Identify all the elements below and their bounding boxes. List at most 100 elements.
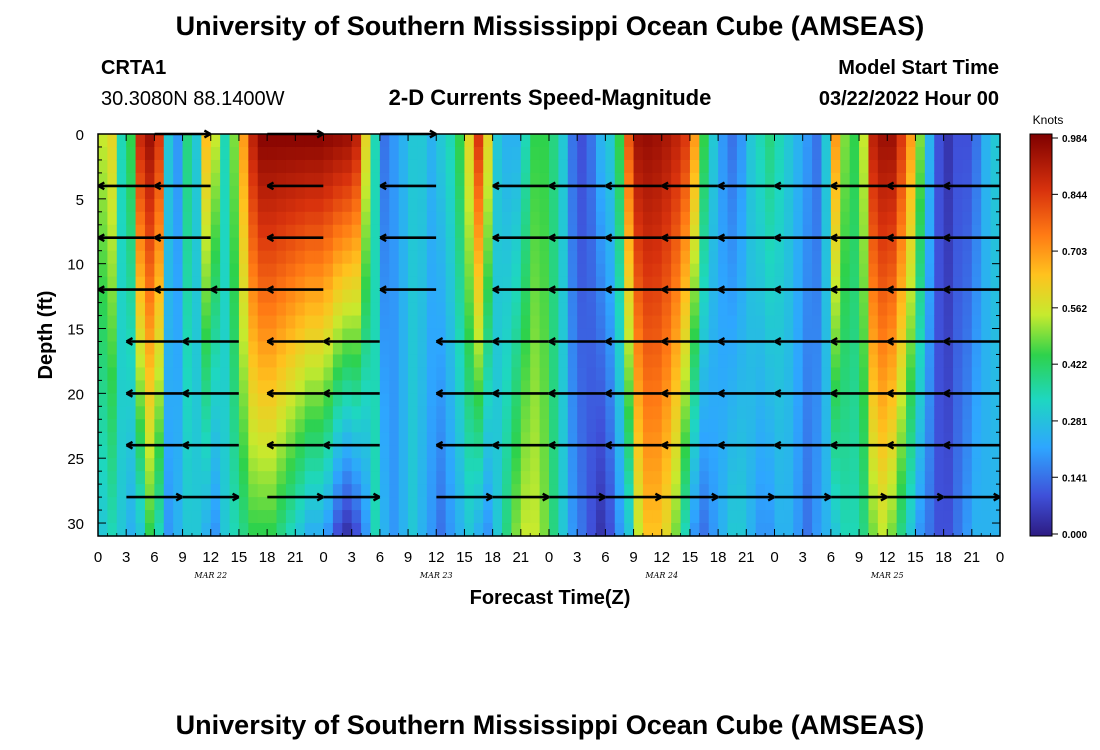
heat-cell [210,445,221,459]
heat-cell [191,328,202,343]
vector-head [548,233,556,243]
heat-cell [98,523,108,537]
heat-cell [530,302,541,317]
heat-cell [727,289,738,304]
heat-cell [642,159,653,174]
heat-cell [727,302,738,317]
heat-cell [502,380,513,394]
heat-cell [877,380,888,394]
heat-cell [464,146,475,161]
heat-cell [736,315,747,330]
heat-cell [379,419,390,433]
heat-cell [990,172,1001,187]
heat-cell [182,289,193,304]
heat-cell [220,134,231,148]
heat-cell [887,341,898,356]
heat-cell [107,510,118,524]
heat-cell [746,224,757,239]
heat-cell [191,380,202,394]
heat-cell [971,315,982,330]
heat-cell [605,134,616,148]
heat-cell [558,432,569,446]
heat-cell [154,393,165,407]
heat-cell [539,224,550,239]
heat-cell [285,198,296,213]
vector-head [605,337,613,346]
heat-cell [859,134,870,148]
heat-cell [464,523,475,537]
heat-cell [624,510,635,524]
heat-cell [981,289,992,304]
heat-cell [755,224,766,239]
heat-cell [210,328,221,343]
x-tick-label: 21 [287,549,304,566]
heat-cell [370,393,381,407]
heat-cell [257,276,268,291]
heat-cell [426,393,437,407]
heat-cell [238,523,249,537]
heat-cell [624,458,635,472]
heat-cell [746,328,757,343]
heat-cell [981,146,992,161]
heat-cell [699,146,710,161]
heat-cell [107,406,118,420]
heat-cell [379,497,390,511]
heat-cell [699,263,710,278]
heat-cell [210,510,221,524]
heat-cell [821,510,832,524]
heat-cell [379,432,390,446]
heat-cell [953,341,964,356]
heat-cell [351,198,362,213]
heat-cell [426,276,437,291]
heat-cell [398,172,409,187]
heat-cell [492,134,503,148]
vector-head [542,492,550,502]
heat-cell [182,250,193,265]
heat-cell [144,159,155,174]
heat-cell [238,497,249,511]
heat-cell [285,237,296,252]
heat-cell [144,250,155,265]
current-vector [661,337,718,346]
heat-cell [840,523,851,537]
heat-cell [520,146,531,161]
heat-cell [436,159,447,174]
heat-cell [924,172,935,187]
heat-cell [398,380,409,394]
heat-cell [502,523,513,537]
heat-cell [906,198,917,213]
heat-cell [793,458,804,472]
heat-cell [849,159,860,174]
heat-cell [323,289,334,304]
x-tick-label: 18 [259,549,276,566]
vector-head [492,337,500,346]
heat-cell [558,510,569,524]
heat-cell [285,341,296,356]
heat-cell [276,458,287,472]
heat-cell [605,224,616,239]
heat-cell [840,289,851,304]
heat-cell [201,185,212,200]
vector-head [548,181,556,191]
current-vector [435,440,493,450]
heat-cell [539,432,550,446]
heat-cell [473,471,484,485]
heat-cell [887,315,898,330]
heat-cell [144,341,155,356]
heat-cell [595,302,606,317]
heat-cell [436,315,447,330]
heat-cell [906,185,917,200]
heat-cell [389,354,400,369]
heat-cell [990,458,1001,472]
heat-cell [295,146,306,161]
heat-cell [483,432,494,446]
heat-cell [746,289,757,304]
heat-cell [699,224,710,239]
heat-cell [859,315,870,330]
heat-cell [464,250,475,265]
heat-cell [577,432,588,446]
heat-cell [586,224,597,239]
heat-cell [934,172,945,187]
heat-cell [285,328,296,343]
